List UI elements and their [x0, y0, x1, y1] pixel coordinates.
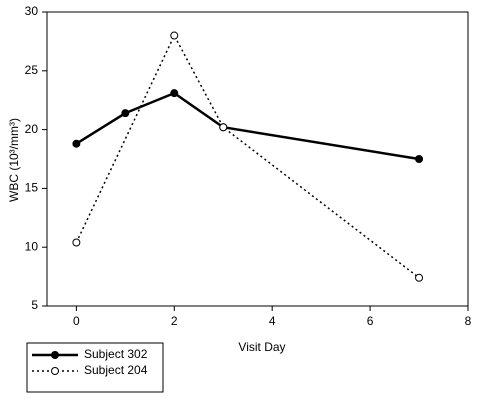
y-axis-label: WBC (10³/mm³)	[7, 118, 21, 202]
data-point	[415, 155, 424, 163]
series-line	[75, 91, 420, 161]
legend-label: Subject 302	[84, 347, 148, 361]
legend-marker	[51, 351, 59, 359]
legend-marker	[51, 367, 59, 375]
y-tick-label: 5	[31, 298, 38, 312]
x-tick-label: 6	[367, 314, 374, 328]
data-point	[72, 238, 81, 247]
data-point	[121, 109, 130, 118]
data-point	[170, 89, 179, 98]
y-tick-label: 25	[25, 63, 39, 77]
x-tick-label: 8	[465, 314, 472, 328]
x-tick-label: 0	[73, 314, 80, 328]
legend-label: Subject 204	[84, 363, 148, 377]
data-point	[415, 273, 424, 282]
y-tick-label: 20	[25, 122, 39, 136]
series-line	[75, 33, 420, 279]
data-point	[170, 31, 179, 40]
legend-box	[26, 342, 164, 393]
x-tick-label: 4	[269, 314, 276, 328]
data-point	[219, 123, 228, 132]
y-tick-label: 10	[25, 239, 39, 253]
plot-frame	[46, 11, 469, 307]
y-tick-label: 15	[25, 181, 39, 195]
y-tick-label: 30	[25, 4, 39, 18]
data-point	[72, 139, 81, 148]
x-axis-label: Visit Day	[238, 340, 285, 354]
x-tick-label: 2	[171, 314, 178, 328]
